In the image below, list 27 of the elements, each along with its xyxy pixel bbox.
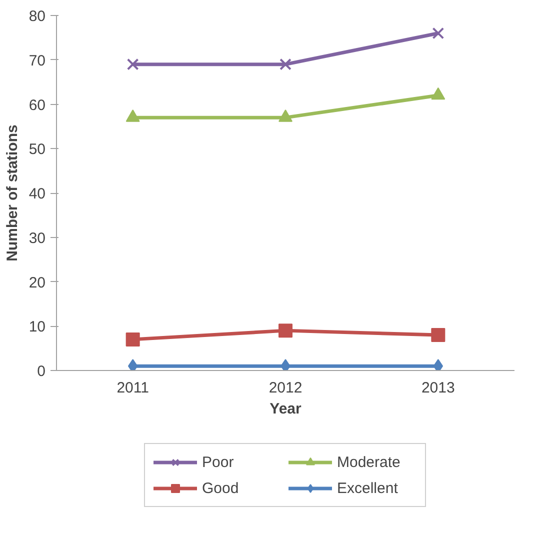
y-tick-label: 10: [28, 318, 46, 336]
y-tick-label: 20: [28, 274, 46, 292]
point: [431, 87, 446, 100]
point: [432, 27, 444, 40]
y-axis-title: Number of stations: [4, 124, 21, 262]
point: [126, 332, 140, 346]
x-tick-label: 2011: [116, 380, 149, 396]
y-tick-label: 50: [28, 141, 46, 158]
x-axis-title: Year: [270, 400, 302, 418]
y-tick-label: 30: [28, 230, 46, 247]
x-tick-label: 2013: [421, 380, 455, 396]
point: [280, 58, 292, 70]
y-tick-label: 80: [28, 8, 46, 25]
point: [431, 328, 446, 342]
y-tick-label: 70: [28, 52, 46, 70]
legend-label: Good: [202, 480, 240, 496]
point: [278, 110, 292, 122]
point: [126, 110, 140, 122]
point: [126, 58, 139, 70]
legend-label: Moderate: [337, 454, 402, 470]
y-tick-label: 60: [28, 96, 46, 114]
y-tick-label: 40: [28, 186, 46, 202]
x-tick-label: 2012: [268, 380, 302, 396]
y-tick-label: 0: [37, 363, 46, 380]
legend-label: Poor: [202, 454, 235, 470]
point: [278, 324, 292, 338]
legend-label: Excellent: [337, 480, 399, 496]
